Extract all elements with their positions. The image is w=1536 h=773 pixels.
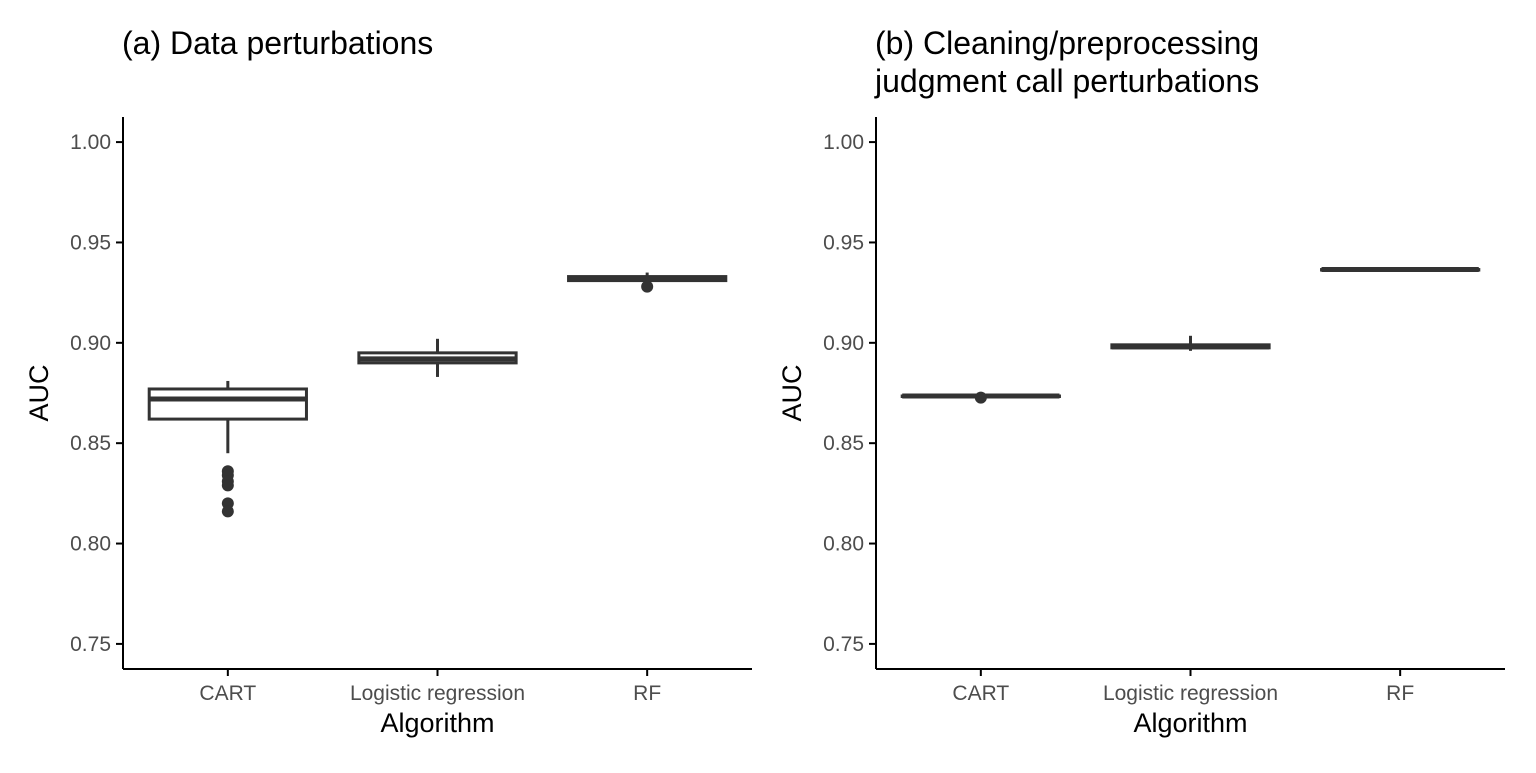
y-tick-label: 0.95 — [70, 231, 111, 254]
y-axis-title: AUC — [24, 364, 54, 421]
x-axis-title: Algorithm — [1133, 708, 1247, 738]
y-tick-label: 0.95 — [823, 231, 864, 254]
x-tick-label: RF — [633, 682, 661, 705]
y-tick-label: 1.00 — [70, 131, 111, 154]
x-axis-title: Algorithm — [380, 708, 494, 738]
box-logistic-regression — [1110, 335, 1271, 351]
box-rf — [567, 272, 728, 293]
x-tick-label: CART — [952, 682, 1009, 705]
x-tick-label: RF — [1386, 682, 1414, 705]
panel-title: (a) Data perturbations — [122, 25, 433, 61]
panel-title: (b) Cleaning/preprocessing — [875, 25, 1259, 61]
y-axis-title: AUC — [777, 364, 807, 421]
box-cart — [900, 391, 1061, 404]
y-tick-label: 0.75 — [823, 633, 864, 656]
x-tick-label: CART — [199, 682, 256, 705]
box-cart — [147, 380, 308, 518]
y-tick-label: 0.90 — [823, 332, 864, 355]
x-tick-label: Logistic regression — [350, 682, 525, 705]
y-tick-label: 0.75 — [70, 633, 111, 656]
outlier-point — [221, 479, 234, 492]
box-iqr — [147, 387, 308, 421]
y-tick-label: 0.80 — [70, 533, 111, 556]
outlier-point — [974, 391, 987, 404]
y-tick-label: 0.90 — [70, 332, 111, 355]
outlier-point — [641, 280, 654, 293]
y-tick-label: 0.85 — [70, 432, 111, 455]
y-tick-label: 0.85 — [823, 432, 864, 455]
box-logistic-regression — [357, 338, 518, 377]
panel-title: judgment call perturbations — [874, 63, 1259, 99]
y-tick-label: 1.00 — [823, 131, 864, 154]
x-tick-label: Logistic regression — [1103, 682, 1278, 705]
box-rf — [1320, 267, 1481, 273]
outlier-point — [221, 505, 234, 518]
panel-a: (a) Data perturbations 0.75 0.80 0.85 0.90 0.… — [24, 25, 752, 738]
y-tick-label: 0.80 — [823, 533, 864, 556]
